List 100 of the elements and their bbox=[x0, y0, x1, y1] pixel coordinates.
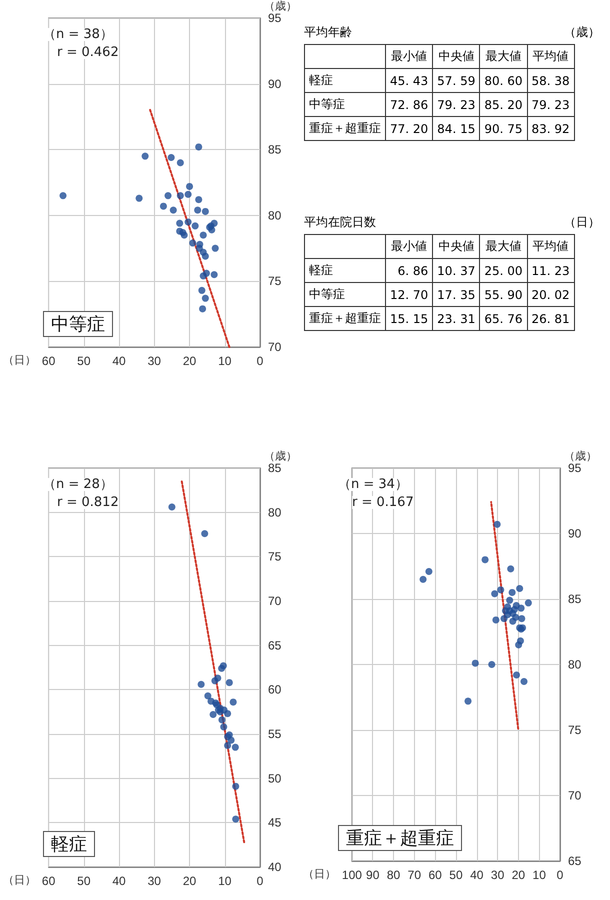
text: 80. 60 bbox=[484, 74, 523, 88]
y-tick-label: 95 bbox=[568, 461, 582, 475]
x-axis-title: （日） bbox=[303, 868, 336, 880]
x-tick-label: 50 bbox=[449, 868, 463, 882]
text: 57. 59 bbox=[437, 74, 476, 88]
y-tick-label: 45 bbox=[268, 816, 282, 830]
category-label: 最小値 bbox=[386, 234, 433, 258]
text: 平均在院日数 bbox=[304, 214, 376, 231]
text: 84. 15 bbox=[437, 122, 476, 136]
y-tick-label: 65 bbox=[568, 854, 582, 868]
x-tick-label: 70 bbox=[408, 868, 422, 882]
annotation: （n = 28） bbox=[43, 477, 113, 492]
y-axis-title: （歳） bbox=[264, 0, 297, 13]
category-label: 中等症 bbox=[309, 97, 345, 111]
x-tick-label: 40 bbox=[112, 874, 126, 888]
text: 重症＋超重症 bbox=[346, 828, 454, 848]
x-tick-label: 30 bbox=[490, 868, 505, 882]
text: 65. 76 bbox=[484, 312, 523, 326]
text: 平均年齢 bbox=[304, 24, 352, 41]
category-label: 重症＋超重症 bbox=[309, 121, 381, 135]
text: 79. 23 bbox=[532, 98, 570, 112]
y-tick-label: 70 bbox=[568, 788, 582, 802]
x-tick-label: 0 bbox=[256, 874, 264, 888]
x-tick-label: 90 bbox=[366, 868, 380, 882]
x-tick-label: 10 bbox=[218, 874, 232, 888]
x-tick-label: 60 bbox=[42, 874, 56, 888]
y-tick-label: 75 bbox=[268, 274, 282, 288]
x-tick-label: 50 bbox=[77, 354, 91, 368]
y-tick-label: 85 bbox=[268, 461, 282, 475]
x-tick-label: 30 bbox=[148, 874, 162, 888]
text: 20. 02 bbox=[532, 288, 570, 302]
x-tick-label: 0 bbox=[256, 354, 264, 368]
y-tick-label: 90 bbox=[568, 526, 582, 540]
y-tick-label: 65 bbox=[268, 638, 282, 652]
category-label: 平均値 bbox=[527, 234, 574, 258]
text: 25. 00 bbox=[484, 264, 523, 278]
annotation: r = 0.167 bbox=[352, 495, 414, 510]
y-tick-label: 80 bbox=[568, 658, 582, 672]
text: 軽症 bbox=[51, 834, 87, 854]
category-label: 軽症 bbox=[309, 73, 333, 87]
x-tick-label: 50 bbox=[77, 874, 91, 888]
annotation: r = 0.462 bbox=[57, 45, 119, 60]
text: 55. 90 bbox=[484, 288, 523, 302]
y-tick-label: 95 bbox=[268, 11, 282, 25]
category-label: 軽症 bbox=[309, 263, 333, 277]
text: 10. 37 bbox=[437, 264, 476, 278]
y-tick-label: 80 bbox=[268, 208, 282, 222]
x-tick-label: 30 bbox=[148, 354, 162, 368]
x-tick-label: 0 bbox=[556, 868, 564, 882]
y-tick-label: 75 bbox=[568, 723, 582, 737]
text: 58. 38 bbox=[532, 74, 570, 88]
text: 中等症 bbox=[51, 314, 105, 334]
category-label: 最大値 bbox=[480, 234, 528, 258]
y-tick-label: 50 bbox=[268, 771, 282, 786]
y-axis-title: （歳） bbox=[264, 450, 297, 463]
annotation: （n = 34） bbox=[338, 477, 408, 492]
text: 23. 31 bbox=[437, 312, 476, 326]
y-tick-label: 80 bbox=[268, 505, 282, 520]
category-label: 中央値 bbox=[432, 234, 480, 258]
category-label: 最小値 bbox=[386, 44, 433, 68]
text: （歳） bbox=[564, 24, 600, 41]
x-tick-label: 10 bbox=[218, 354, 232, 368]
text: 45. 43 bbox=[390, 74, 428, 88]
y-tick-label: 85 bbox=[568, 592, 582, 606]
annotation: r = 0.812 bbox=[57, 495, 119, 510]
text: 15. 15 bbox=[390, 312, 428, 326]
text: 26. 81 bbox=[532, 312, 570, 326]
y-tick-label: 70 bbox=[268, 594, 282, 608]
y-tick-label: 90 bbox=[268, 76, 282, 91]
x-tick-label: 40 bbox=[112, 354, 126, 368]
x-axis-title: （日） bbox=[3, 354, 36, 366]
x-tick-label: 60 bbox=[428, 868, 442, 882]
x-tick-label: 20 bbox=[182, 874, 197, 888]
y-axis-title: （歳） bbox=[564, 450, 597, 463]
x-axis-title: （日） bbox=[3, 874, 36, 886]
y-tick-label: 75 bbox=[268, 550, 282, 564]
x-tick-label: 60 bbox=[42, 354, 56, 368]
text: 85. 20 bbox=[484, 98, 523, 112]
x-tick-label: 80 bbox=[386, 868, 401, 882]
annotation: （n = 38） bbox=[43, 27, 113, 42]
x-tick-label: 40 bbox=[470, 868, 484, 882]
x-tick-label: 20 bbox=[182, 354, 197, 368]
text: 90. 75 bbox=[484, 122, 523, 136]
text: 17. 35 bbox=[437, 288, 476, 302]
category-label: 平均値 bbox=[527, 44, 574, 68]
y-tick-label: 55 bbox=[268, 727, 282, 741]
text: 79. 23 bbox=[437, 98, 476, 112]
x-tick-label: 20 bbox=[512, 868, 526, 882]
y-tick-label: 85 bbox=[268, 142, 282, 157]
text: 11. 23 bbox=[532, 264, 570, 278]
text: 83. 92 bbox=[532, 122, 570, 136]
text: 6. 86 bbox=[398, 264, 428, 278]
y-tick-label: 60 bbox=[268, 682, 282, 697]
x-tick-label: 100 bbox=[342, 868, 362, 882]
y-tick-label: 70 bbox=[268, 340, 282, 354]
text: 72. 86 bbox=[390, 98, 428, 112]
text: （日） bbox=[564, 214, 600, 231]
category-label: 中央値 bbox=[432, 44, 480, 68]
text: 77. 20 bbox=[390, 122, 428, 136]
text: 12. 70 bbox=[390, 288, 428, 302]
